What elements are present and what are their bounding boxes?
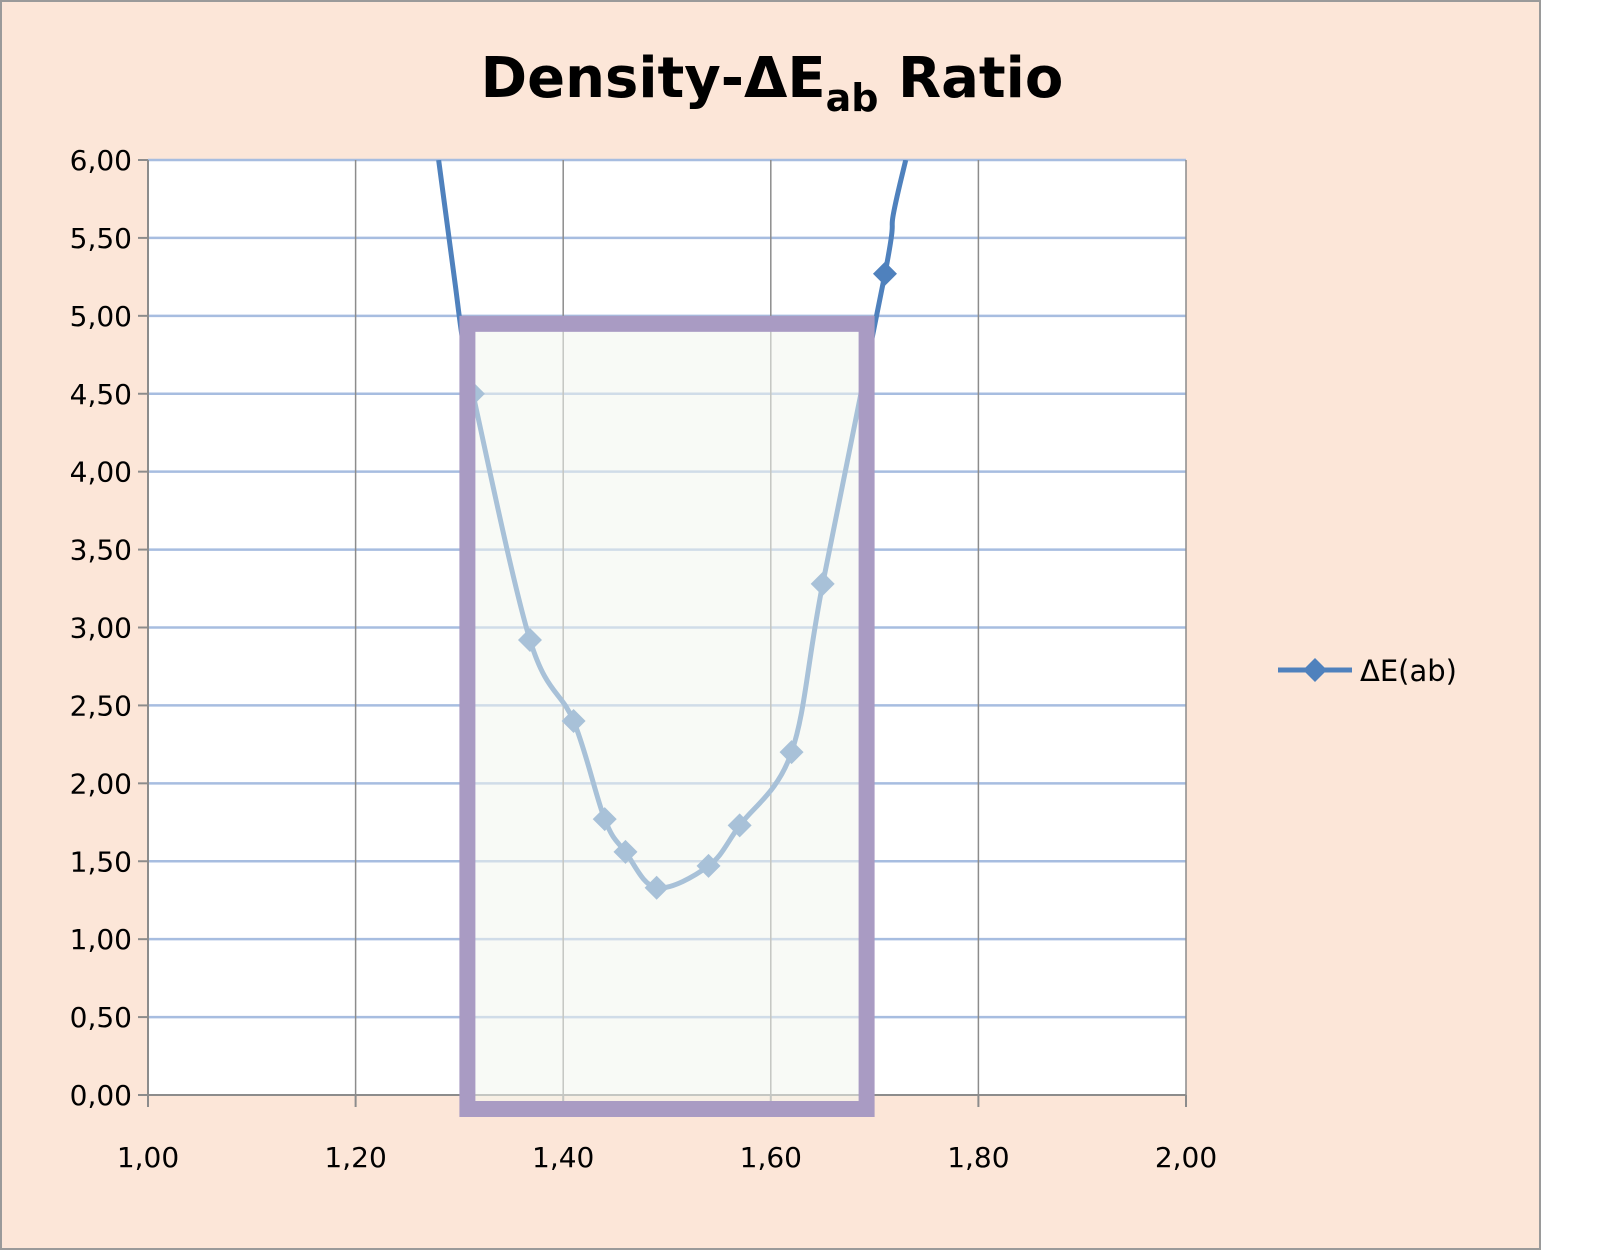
x-tick-label: 1,60 (740, 1141, 802, 1174)
chart-area: Density-ΔEab Ratio 0,00 0,50 1,00 1,50 2,00 2… (0, 0, 1541, 1250)
y-tick-label: 6,00 (70, 144, 132, 177)
chart-title: Density-ΔEab Ratio (481, 46, 1064, 120)
highlight-region (459, 315, 875, 1118)
y-tick-label: 4,00 (70, 456, 132, 489)
y-tick-label: 1,00 (70, 923, 132, 956)
x-tick-label: 1,80 (947, 1141, 1009, 1174)
y-tick-label: 2,50 (70, 689, 132, 722)
x-tick-label: 1,40 (532, 1141, 594, 1174)
x-tick-label: 1,00 (117, 1141, 179, 1174)
chart-title-suffix: Ratio (878, 46, 1063, 111)
y-tick-label: 0,00 (70, 1079, 132, 1112)
plot-layer: 0,00 0,50 1,00 1,50 2,00 2,50 3,00 3,50 4,00 4,50… (70, 144, 1218, 1174)
y-tick-label: 5,50 (70, 222, 132, 255)
series-marker (872, 261, 897, 286)
y-tick-label: 1,50 (70, 845, 132, 878)
x-tick-label: 1,20 (324, 1141, 386, 1174)
chart-title-main: Density-ΔE (481, 46, 826, 111)
chart-title-subscript: ab (826, 76, 879, 120)
legend-label: ΔE(ab) (1360, 654, 1457, 688)
y-tick-label: 2,00 (70, 767, 132, 800)
y-tick-label: 0,50 (70, 1001, 132, 1034)
chart-svg: Density-ΔEab Ratio 0,00 0,50 1,00 1,50 2,00 2… (70, 46, 1457, 1174)
y-tick-label: 5,00 (70, 300, 132, 333)
y-tick-label: 3,50 (70, 534, 132, 567)
y-tick-label: 3,00 (70, 612, 132, 645)
legend: ΔE(ab) (1278, 654, 1457, 688)
x-tick-label: 2,00 (1155, 1141, 1217, 1174)
y-tick-label: 4,50 (70, 378, 132, 411)
legend-marker-icon (1303, 658, 1327, 682)
